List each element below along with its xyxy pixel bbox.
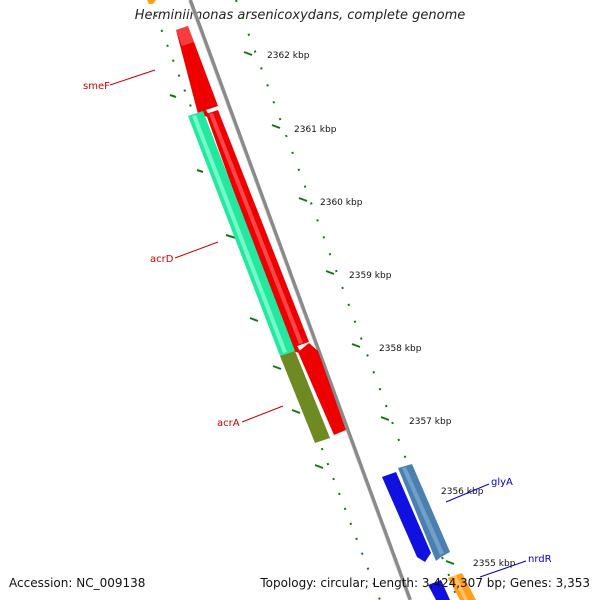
gene-blue[interactable] (382, 472, 431, 562)
tick-label: 2356 kbp (441, 487, 484, 497)
gene-label-acrA[interactable]: acrA (217, 418, 240, 429)
tick-label: 2361 kbp (294, 125, 337, 135)
nrdR-leader (479, 560, 527, 578)
gc-bars (169, 94, 324, 469)
scale-ticks: 2362 kbp 2361 kbp 2360 kbp 2359 kbp 2358… (243, 51, 516, 569)
gene-label-smeF[interactable]: smeF (83, 81, 110, 92)
gene-acrA-red[interactable] (298, 343, 346, 435)
acrA-leader (241, 405, 284, 423)
acrD-leader (174, 241, 219, 259)
tick-label: 2355 kbp (473, 559, 516, 569)
gene-nrdR[interactable] (428, 580, 450, 600)
glyA-leader (445, 483, 490, 503)
tick-label: 2360 kbp (320, 198, 363, 208)
tick-label: 2358 kbp (379, 344, 422, 354)
genome-summary-text: Topology: circular; Length: 3,424,307 bp… (260, 576, 590, 590)
gene-orange-top[interactable] (147, 0, 156, 4)
gene-acrA[interactable] (280, 351, 330, 443)
map-title: Herminiimonas arsenicoxydans, complete g… (134, 8, 466, 23)
tick-label: 2357 kbp (409, 417, 452, 427)
smeF-leader (109, 69, 156, 86)
gene-label-nrdR[interactable]: nrdR (528, 554, 552, 565)
tick-label: 2362 kbp (267, 51, 310, 61)
accession-text: Accession: NC_009138 (9, 576, 146, 590)
gene-label-glyA[interactable]: glyA (491, 477, 513, 488)
gene-smeF[interactable] (176, 26, 218, 118)
tick-label: 2359 kbp (349, 271, 392, 281)
genome-backbone (188, 0, 412, 600)
gene-label-acrD[interactable]: acrD (150, 254, 174, 265)
